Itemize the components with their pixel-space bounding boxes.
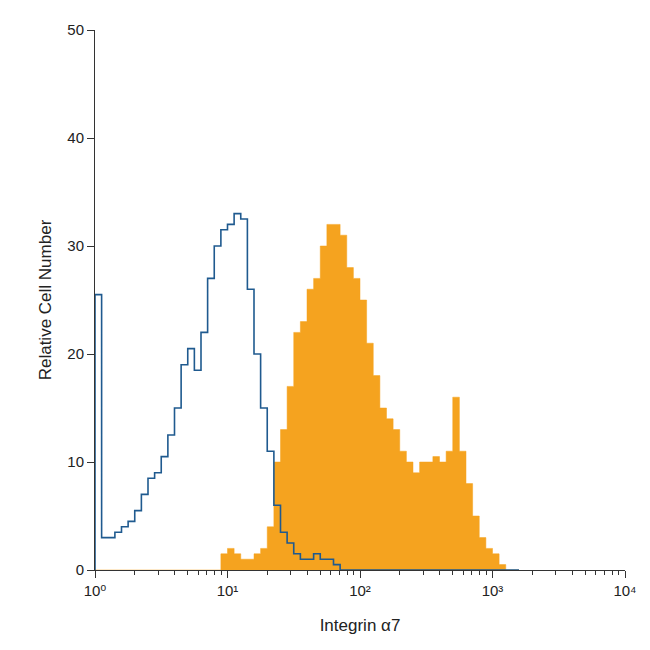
svg-text:10¹: 10¹ [217, 582, 239, 599]
svg-text:20: 20 [67, 345, 84, 362]
svg-text:Relative Cell Number: Relative Cell Number [36, 219, 55, 380]
svg-text:40: 40 [67, 129, 84, 146]
svg-text:Integrin α7: Integrin α7 [320, 616, 401, 635]
svg-text:10⁴: 10⁴ [613, 582, 636, 599]
svg-text:0: 0 [76, 561, 84, 578]
svg-text:50: 50 [67, 21, 84, 38]
svg-text:30: 30 [67, 237, 84, 254]
svg-text:10⁰: 10⁰ [84, 582, 107, 599]
svg-text:10²: 10² [349, 582, 371, 599]
svg-text:10³: 10³ [482, 582, 504, 599]
svg-text:10: 10 [67, 453, 84, 470]
